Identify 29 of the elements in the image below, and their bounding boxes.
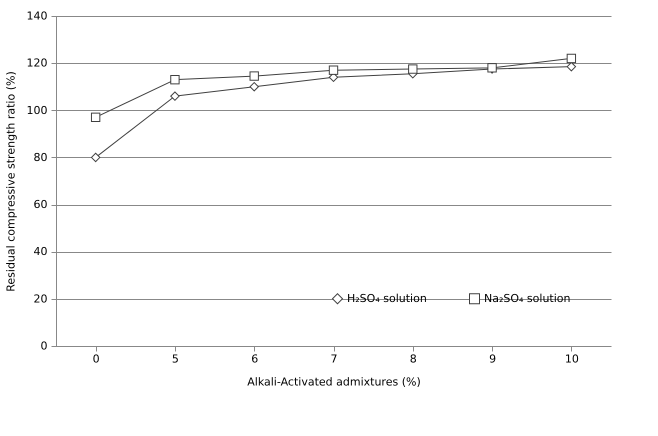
x-tick-label: 7 (330, 352, 338, 366)
x-tick-label: 6 (251, 352, 258, 366)
x-axis-title: Alkali-Activated admixtures (%) (247, 376, 421, 388)
y-tick-label: 100 (26, 104, 48, 117)
x-tick-label: 5 (172, 352, 179, 366)
point (566, 54, 576, 64)
y-tick-label: 80 (34, 150, 48, 164)
y-axis-title: Residual compressive strength ratio (%) (4, 71, 18, 292)
legend-label: Na₂SO₄ solution (484, 292, 571, 305)
y-tick-label: 40 (34, 245, 48, 258)
y-tick-label: 60 (34, 198, 48, 212)
point (408, 64, 418, 74)
x-tick-label: 10 (564, 352, 579, 366)
x-tick-label: 0 (92, 352, 100, 366)
point (90, 112, 100, 122)
point (250, 71, 259, 81)
x-tick-label: 8 (410, 352, 417, 366)
point (170, 91, 180, 101)
point (250, 82, 259, 92)
y-tick-label: 140 (26, 10, 48, 22)
point (170, 74, 180, 84)
y-tick-label: 0 (40, 340, 48, 352)
point (566, 62, 576, 72)
y-tick-label: 20 (34, 292, 48, 306)
point (90, 152, 100, 162)
x-tick-label: 9 (489, 352, 496, 366)
point (328, 66, 338, 75)
y-tick-label: 120 (26, 56, 48, 70)
legend-label: H₂SO₄ solution (347, 292, 427, 305)
